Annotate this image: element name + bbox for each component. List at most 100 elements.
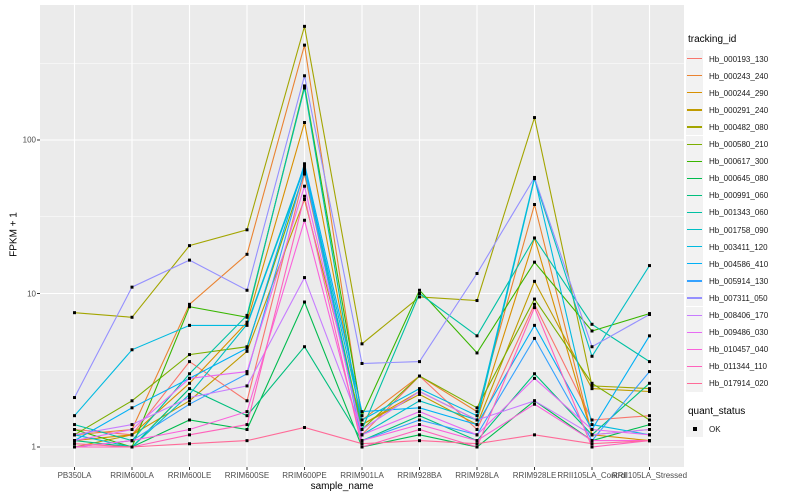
data-point — [590, 345, 594, 349]
data-point — [130, 315, 134, 319]
data-point — [245, 414, 249, 418]
data-point — [418, 423, 421, 427]
data-point — [533, 260, 536, 264]
x-tick-label: RRII105LA_Stressed — [611, 471, 688, 480]
data-point — [360, 410, 364, 414]
data-point — [360, 423, 364, 427]
data-point — [360, 428, 364, 432]
data-point — [303, 197, 306, 201]
data-point — [648, 439, 651, 443]
data-point — [303, 345, 306, 349]
data-point — [245, 315, 249, 319]
data-point — [188, 433, 191, 437]
legend-key-swatch — [686, 374, 703, 392]
legend-line-icon — [687, 211, 702, 214]
legend-item-label: Hb_000617_300 — [709, 157, 769, 167]
legend-item-label: Hb_000991_060 — [709, 191, 769, 201]
data-point — [245, 372, 249, 376]
data-point — [590, 445, 594, 449]
data-point — [648, 389, 651, 393]
x-tick-label: RRII105LA_Control — [557, 471, 627, 480]
data-point — [188, 353, 191, 357]
legend-item-label: Hb_000482_080 — [709, 122, 769, 132]
x-tick-label: RRIM600LE — [167, 471, 212, 480]
x-tick-label: RRIM901LA — [340, 471, 384, 480]
data-point — [418, 439, 421, 443]
legend-item-label: Hb_000580_210 — [709, 140, 769, 149]
data-point — [303, 86, 306, 90]
x-tick-label: RRIM600SE — [224, 471, 270, 480]
data-point — [73, 439, 76, 443]
data-point — [245, 228, 249, 232]
data-point — [188, 372, 191, 376]
data-point — [418, 406, 421, 410]
data-point — [475, 423, 479, 427]
data-point — [130, 445, 134, 449]
legend-item-label: Hb_009486_030 — [709, 328, 769, 338]
data-point — [303, 276, 306, 280]
data-point — [303, 184, 306, 188]
legend-key-swatch — [686, 135, 703, 153]
legend-line-icon — [687, 109, 702, 111]
data-point — [73, 433, 76, 437]
black-square-point-icon — [692, 426, 697, 431]
legend-item-label: Hb_000645_080 — [709, 174, 769, 184]
legend-key-swatch — [686, 420, 703, 437]
data-point — [590, 387, 594, 391]
data-point — [648, 264, 651, 268]
legend-key-swatch — [686, 306, 703, 324]
data-point — [418, 414, 421, 418]
data-point — [475, 439, 479, 443]
legend-key-swatch — [686, 118, 703, 136]
data-point — [245, 288, 249, 292]
data-point — [188, 258, 191, 262]
data-point — [303, 43, 306, 47]
legend-item-label: Hb_011344_110 — [709, 362, 767, 372]
data-point — [418, 360, 421, 364]
data-point — [533, 376, 536, 380]
data-point — [533, 402, 536, 406]
x-tick-label: RRIM928BA — [397, 471, 442, 480]
legend-title-tracking-id: tracking_id — [688, 34, 737, 45]
legend-item-label: Hb_003411_120 — [709, 242, 768, 252]
data-point — [418, 392, 421, 396]
data-point — [188, 402, 191, 406]
data-point — [590, 439, 594, 443]
data-point — [590, 423, 594, 427]
data-point — [360, 442, 364, 446]
legend-line-icon — [687, 263, 702, 265]
data-point — [303, 121, 306, 125]
data-point — [590, 381, 594, 385]
data-point — [533, 116, 536, 120]
data-point — [303, 218, 306, 222]
data-point — [533, 336, 536, 340]
data-point — [475, 271, 479, 275]
data-point — [648, 360, 651, 364]
data-point — [648, 334, 651, 338]
data-point — [73, 396, 76, 400]
data-point — [73, 414, 76, 418]
x-tick-label: RRIM928LA — [455, 471, 499, 480]
data-point — [130, 439, 134, 443]
data-point — [360, 361, 364, 365]
legend-key-swatch — [686, 50, 703, 67]
data-point — [648, 414, 651, 418]
legend-key-swatch — [686, 152, 703, 170]
legend-item-label: Hb_007311_050 — [709, 293, 768, 303]
data-point — [533, 236, 536, 240]
data-point — [590, 354, 594, 358]
data-point — [188, 381, 191, 385]
data-point — [188, 387, 191, 391]
data-point — [590, 329, 594, 333]
data-point — [533, 279, 536, 283]
data-point — [418, 433, 421, 437]
legend-line-icon — [687, 382, 702, 385]
y-tick-label: 100 — [22, 135, 36, 145]
legend-item-label: Hb_000193_130 — [709, 54, 769, 64]
data-point — [130, 423, 134, 427]
data-point — [533, 306, 536, 310]
data-point — [188, 323, 191, 327]
data-point — [475, 433, 479, 437]
legend-item-label: Hb_001758_090 — [709, 225, 769, 235]
